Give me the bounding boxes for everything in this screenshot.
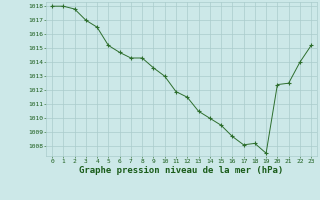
X-axis label: Graphe pression niveau de la mer (hPa): Graphe pression niveau de la mer (hPa) — [79, 166, 284, 175]
